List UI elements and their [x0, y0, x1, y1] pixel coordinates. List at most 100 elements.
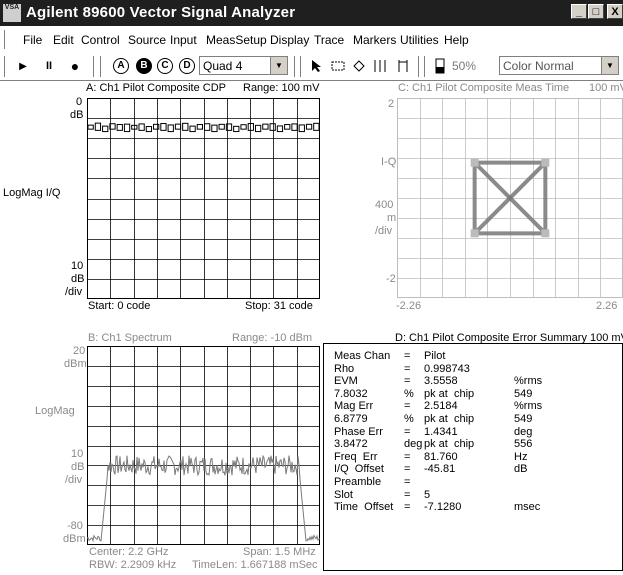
code-bar [102, 125, 109, 133]
window-title: Agilent 89600 Vector Signal Analyzer [26, 4, 296, 21]
menubar-grip[interactable] [4, 30, 8, 49]
constellation-point [470, 229, 479, 238]
code-bar [182, 122, 189, 131]
color-scheme-value: Color Normal [503, 59, 574, 73]
summary-row-unit: %rms [514, 400, 543, 413]
code-bar [196, 124, 203, 130]
trace-b-yscale-unit: dB [71, 461, 85, 473]
summary-row-label: Phase Err [334, 425, 383, 438]
code-bar [153, 123, 160, 130]
menu-trace[interactable]: Trace [314, 33, 345, 47]
marker-button[interactable] [351, 56, 367, 76]
trace-c-label: C [157, 58, 173, 74]
toolbar: ▶ II ● A B C D Quad 4 ▼ [0, 53, 623, 81]
peak-marker-button[interactable] [395, 56, 411, 76]
minimize-button[interactable]: _ [571, 4, 587, 19]
code-bar [94, 122, 102, 131]
zoom-level-button[interactable] [432, 56, 448, 76]
summary-row-eq: = [404, 501, 411, 514]
trace-a-ytop-unit: dB [70, 109, 84, 121]
menu-file[interactable]: File [23, 33, 43, 47]
zoom-box-icon [331, 61, 345, 71]
trace-b-center: Center: 2.2 GHz [89, 546, 169, 558]
pointer-tool-button[interactable] [309, 56, 325, 76]
menu-edit[interactable]: Edit [53, 33, 74, 47]
color-scheme-select[interactable]: Color Normal ▼ [499, 56, 619, 75]
plot-frame [87, 346, 320, 545]
pause-icon: II [45, 60, 53, 72]
menu-help[interactable]: Help [444, 33, 469, 47]
summary-row-value: 0.998743 [424, 362, 470, 375]
close-button[interactable]: X [607, 4, 623, 19]
summary-row-unit: 549 [514, 387, 533, 400]
menu-control[interactable]: Control [81, 33, 120, 47]
code-bar [116, 124, 123, 131]
play-button[interactable]: ▶ [14, 56, 32, 76]
code-bar [254, 124, 262, 133]
trace-b-ytop-unit: dBm [64, 358, 87, 370]
trace-b-yscale: 10 [71, 448, 84, 460]
summary-row-unit: Hz [514, 450, 528, 463]
app-icon-text: VSA [4, 4, 20, 11]
trace-c-ybottom: -2 [386, 273, 396, 285]
trace-c-yscale-div: /div [375, 225, 393, 237]
summary-row-value: 2.5184 [424, 400, 458, 413]
summary-row-value: -45.81 [424, 463, 456, 476]
pause-button[interactable]: II [40, 56, 58, 76]
trace-b-ybottom-unit: dBm [63, 533, 86, 545]
code-bar [233, 125, 240, 133]
trace-a-button[interactable]: A [112, 56, 130, 76]
trace-b-title: B: Ch1 Spectrum [88, 332, 172, 344]
trace-a-ylabel: LogMag I/Q [3, 187, 61, 199]
trace-c-plot[interactable] [397, 98, 623, 298]
toolbar-separator [418, 56, 422, 77]
summary-row-eq: = [404, 488, 411, 501]
code-bar [305, 123, 313, 130]
code-bar [167, 124, 174, 133]
record-button[interactable]: ● [66, 56, 84, 76]
layout-select[interactable]: Quad 4 ▼ [199, 56, 288, 75]
menu-input[interactable]: Input [170, 33, 197, 47]
maximize-button[interactable]: □ [588, 4, 604, 19]
code-bar [291, 123, 298, 131]
title-bar: VSA Agilent 89600 Vector Signal Analyzer… [0, 0, 623, 26]
trace-d-range: 100 mV [590, 332, 623, 344]
trace-d-button[interactable]: D [178, 56, 196, 76]
summary-row-value: pk at chip [424, 413, 475, 425]
menu-display[interactable]: Display [270, 33, 310, 47]
code-bar [284, 124, 291, 130]
app-icon[interactable]: VSA [3, 4, 21, 22]
trace-b-button[interactable]: B [135, 56, 153, 76]
code-bar [313, 122, 320, 131]
summary-row-label: EVM [334, 375, 358, 388]
menu-source[interactable]: Source [128, 33, 167, 47]
menu-utilities[interactable]: Utilities [400, 33, 439, 47]
code-bar [131, 124, 138, 130]
trace-a-plot[interactable] [87, 98, 320, 299]
trace-b-span: Span: 1.5 MHz [243, 546, 316, 558]
menu-bar: File Edit Control Source Input MeasSetup Displ… [0, 26, 623, 54]
error-summary-table[interactable]: Meas Chan = Pilot Rho = 0.998743 EVM = 3.5558 %rm… [323, 343, 623, 571]
menu-markers[interactable]: Markers [353, 33, 397, 47]
code-bar [138, 123, 145, 131]
code-bar [218, 123, 225, 130]
toolbar-grip[interactable] [4, 56, 8, 77]
summary-row-label: Slot [334, 488, 353, 501]
code-bar [240, 124, 247, 130]
trace-c-button[interactable]: C [156, 56, 174, 76]
band-marker-button[interactable] [372, 56, 388, 76]
trace-b-plot[interactable] [87, 346, 320, 545]
play-icon: ▶ [19, 60, 27, 72]
summary-row-unit: 549 [514, 413, 533, 425]
trace-b-ytop: 20 [73, 345, 86, 357]
zoom-box-button[interactable] [330, 56, 346, 76]
summary-row-eq: = [404, 425, 411, 438]
toolbar-separator [93, 56, 97, 77]
trace-c-ytop: 2 [388, 98, 395, 110]
code-bar [247, 123, 254, 131]
summary-row-label: 3.8472 [334, 438, 368, 451]
spectrum-trace [87, 454, 320, 543]
menu-meassetup[interactable]: MeasSetup [206, 33, 267, 47]
summary-row-eq: = [404, 476, 411, 488]
code-bar [204, 123, 211, 131]
